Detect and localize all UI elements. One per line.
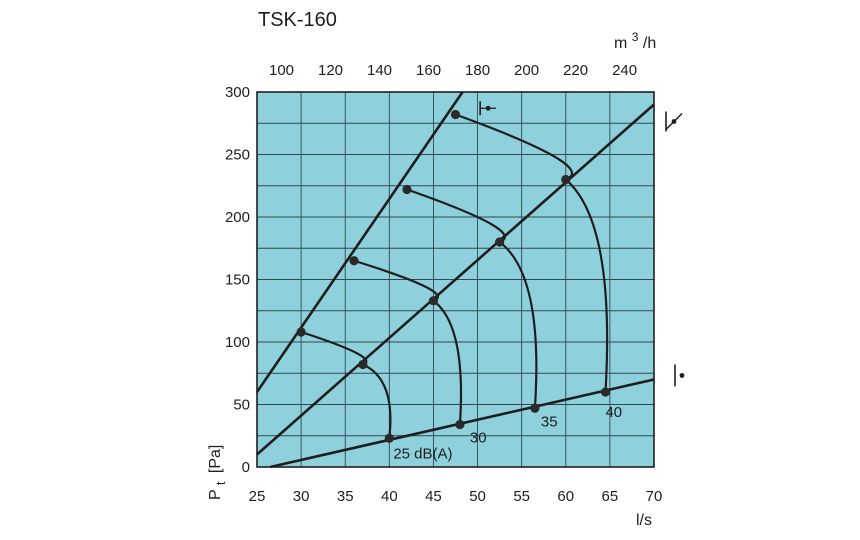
x-tick-9: 70 bbox=[646, 488, 663, 505]
top-tick-3: 160 bbox=[416, 62, 441, 79]
curve-label-1: 30 bbox=[470, 430, 487, 447]
top-tick-4: 180 bbox=[465, 62, 490, 79]
damper-half-symbol bbox=[665, 111, 683, 132]
data-point-1-0 bbox=[349, 256, 359, 266]
damper-closed-symbol bbox=[479, 101, 497, 116]
damper-open-symbol bbox=[674, 364, 685, 387]
data-point-3-2 bbox=[600, 387, 611, 397]
top-tick-6: 220 bbox=[563, 62, 588, 79]
data-point-0-0 bbox=[296, 327, 306, 337]
x-tick-7: 60 bbox=[557, 488, 574, 505]
y-tick-3: 150 bbox=[225, 272, 250, 289]
curve-label-3: 40 bbox=[605, 404, 622, 421]
system-line-steep bbox=[255, 91, 464, 393]
top-tick-7: 240 bbox=[612, 62, 637, 79]
top-tick-0: 100 bbox=[269, 62, 294, 79]
top-tick-2: 140 bbox=[367, 62, 392, 79]
plot-frame bbox=[256, 91, 655, 468]
data-point-3-1 bbox=[561, 174, 571, 185]
y-tick-2: 100 bbox=[225, 334, 250, 351]
y-axis-label-unit: [Pa] bbox=[207, 445, 224, 473]
y-tick-1: 50 bbox=[233, 397, 250, 414]
grid bbox=[257, 92, 654, 467]
top-tick-1: 120 bbox=[318, 62, 343, 79]
y-axis-label-sub: t bbox=[213, 481, 228, 485]
damper-symbols bbox=[479, 101, 685, 387]
y-axis-label: P t [Pa] bbox=[207, 445, 229, 500]
x-tick-5: 50 bbox=[469, 488, 486, 505]
x-tick-8: 65 bbox=[602, 488, 619, 505]
curve-label-0: 25 dB(A) bbox=[393, 445, 452, 462]
top-axis-ticks: 100 120 140 160 180 200 220 240 bbox=[269, 62, 637, 79]
data-point-2-2 bbox=[530, 403, 540, 413]
curve-labels: 25 dB(A) 30 35 40 bbox=[393, 404, 622, 462]
data-point-1-1 bbox=[428, 296, 439, 306]
x-tick-1: 30 bbox=[293, 488, 310, 505]
y-tick-0: 0 bbox=[242, 459, 250, 476]
x-tick-4: 45 bbox=[425, 488, 442, 505]
y-axis-label-main: P bbox=[207, 490, 224, 500]
data-point-0-2 bbox=[384, 433, 394, 443]
chart-title: TSK-160 bbox=[258, 9, 337, 31]
data-points bbox=[296, 109, 611, 443]
top-axis-label-base: m bbox=[614, 35, 627, 52]
x-tick-3: 40 bbox=[381, 488, 398, 505]
y-axis-ticks: 0 50 100 150 200 250 300 bbox=[225, 84, 250, 476]
y-tick-6: 300 bbox=[225, 84, 250, 101]
data-point-3-0 bbox=[450, 109, 461, 120]
x-tick-6: 55 bbox=[513, 488, 530, 505]
x-axis-ticks: 25 30 35 40 45 50 55 60 65 70 bbox=[249, 488, 663, 505]
x-tick-0: 25 bbox=[249, 488, 266, 505]
x-tick-2: 35 bbox=[337, 488, 354, 505]
data-point-2-0 bbox=[402, 184, 412, 195]
data-point-1-2 bbox=[455, 419, 465, 430]
top-tick-5: 200 bbox=[514, 62, 539, 79]
x-axis-label: l/s bbox=[636, 512, 652, 529]
y-tick-5: 250 bbox=[225, 147, 250, 164]
data-point-0-1 bbox=[358, 359, 368, 370]
top-axis-label-tail: /h bbox=[643, 35, 656, 52]
y-tick-4: 200 bbox=[225, 209, 250, 226]
top-axis-label: m 3 /h bbox=[614, 28, 656, 52]
system-line-medium bbox=[256, 103, 655, 456]
curve-label-2: 35 bbox=[541, 413, 558, 430]
top-axis-label-exp: 3 bbox=[632, 30, 639, 44]
data-point-2-1 bbox=[495, 237, 505, 247]
